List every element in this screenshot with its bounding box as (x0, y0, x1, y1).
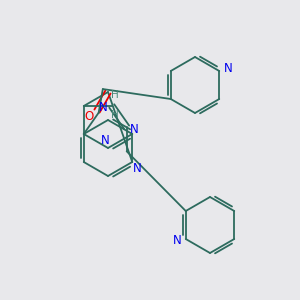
Text: N: N (130, 123, 139, 136)
Text: O: O (84, 110, 94, 123)
Text: N: N (100, 134, 109, 148)
Text: H: H (111, 90, 118, 100)
Text: N: N (172, 235, 181, 248)
Text: N: N (99, 101, 108, 114)
Text: N: N (224, 62, 233, 76)
Text: N: N (133, 163, 142, 176)
Text: H: H (111, 110, 119, 120)
